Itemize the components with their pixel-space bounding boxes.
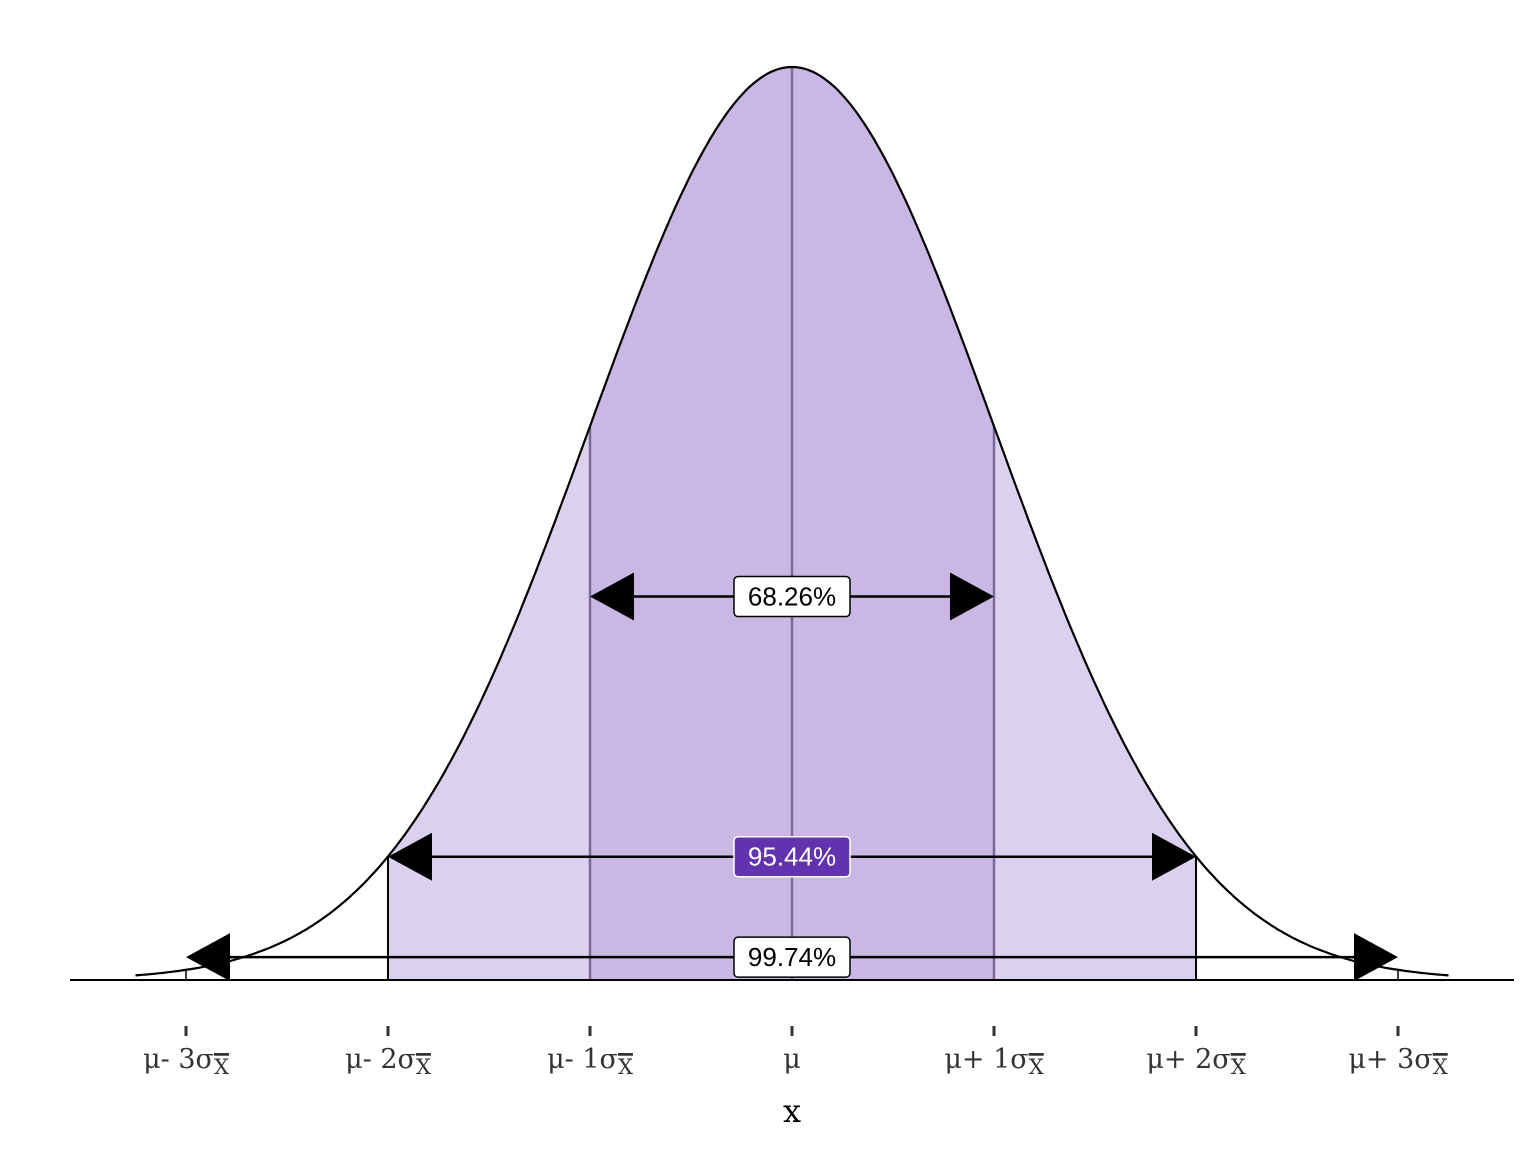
x-tick-label: μ — [783, 1044, 801, 1075]
arrowhead-left — [388, 832, 432, 881]
interval-label-box — [733, 835, 851, 878]
interval-arrow: 99.74% — [186, 933, 1398, 982]
x-axis-title: x — [783, 1092, 801, 1130]
x-tick-label: μ- 2σX — [345, 1044, 431, 1079]
interval-label: 68.26% — [748, 582, 836, 612]
interval-label-box — [733, 936, 851, 978]
arrowhead-right — [950, 572, 994, 621]
arrowhead-right — [1354, 933, 1398, 982]
arrowhead-left — [590, 572, 634, 621]
x-tick-label: μ+ 2σX — [1146, 1044, 1245, 1079]
x-tick-label: μ- 3σX — [143, 1044, 229, 1079]
arrowhead-right — [1152, 832, 1196, 881]
interval-arrow: 95.44% — [388, 832, 1196, 881]
interval-label: 99.74% — [748, 942, 836, 972]
interval-label: 95.44% — [748, 842, 836, 872]
interval-arrow: 68.26% — [590, 572, 994, 621]
interval-label-box — [733, 575, 851, 618]
arrowhead-left — [186, 933, 230, 982]
density-curve — [135, 65, 1449, 977]
x-tick-label: μ+ 3σX — [1348, 1044, 1447, 1079]
x-tick-label: μ+ 1σX — [944, 1044, 1043, 1079]
x-tick-label: μ- 1σX — [547, 1044, 633, 1079]
